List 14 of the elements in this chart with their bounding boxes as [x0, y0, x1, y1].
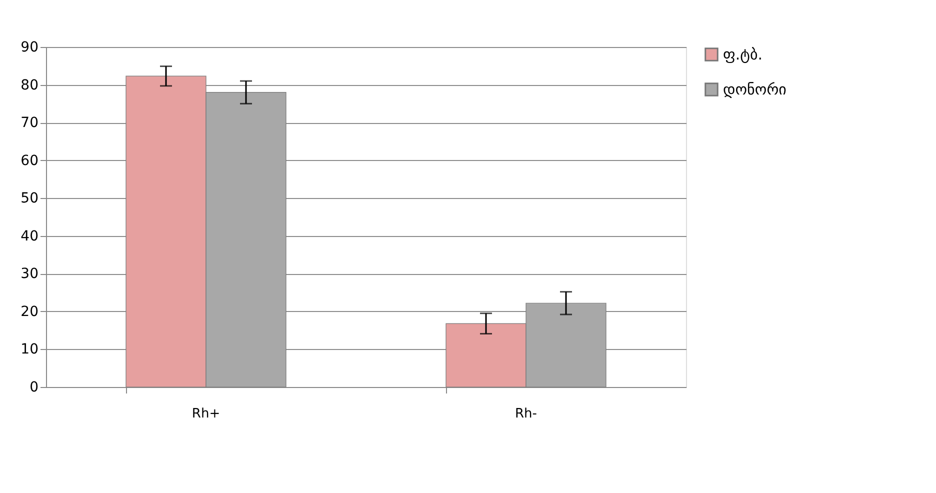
y-tick-label: 30 [20, 266, 38, 282]
legend-label: ფ.ტბ. [723, 46, 762, 64]
y-tick-label: 80 [20, 77, 38, 94]
y-tick-label: 90 [20, 40, 38, 56]
y-tick-label: 60 [20, 152, 38, 169]
y-tick-label: 70 [20, 115, 38, 132]
y-tick-label: 10 [20, 342, 38, 358]
x-tick-label: Rh- [515, 406, 538, 422]
y-tick-label: 50 [20, 190, 38, 207]
x-tick-label: Rh+ [192, 406, 220, 422]
y-tick-label: 40 [20, 228, 38, 244]
y-tick-label: 20 [20, 304, 38, 320]
y-tick-label: 0 [30, 380, 38, 396]
legend-label: დონორი [723, 80, 787, 98]
